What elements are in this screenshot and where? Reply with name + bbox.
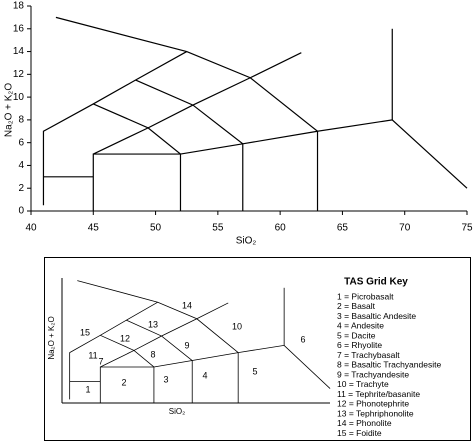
- mini-x-label: SiO₂: [169, 407, 185, 416]
- field-label: 12: [120, 333, 130, 343]
- field-label: 3: [163, 374, 168, 384]
- field-label: 1: [85, 384, 90, 394]
- x-tick-label: 60: [275, 223, 287, 234]
- x-tick-label: 40: [25, 223, 37, 234]
- field-boundary: [92, 130, 318, 211]
- key-item: 15 = Foidite: [337, 428, 382, 438]
- key-title: TAS Grid Key: [344, 277, 408, 288]
- field-label: 9: [184, 340, 189, 350]
- x-tick-label: 45: [88, 223, 100, 234]
- field-boundary: [42, 51, 188, 206]
- key-item: 8 = Basaltic Trachyandesite: [337, 360, 441, 370]
- field-label: 8: [150, 349, 155, 359]
- field-boundary: [69, 301, 158, 400]
- x-tick-label: 50: [150, 223, 162, 234]
- key-item: 7 = Trachybasalt: [337, 350, 400, 360]
- field-label: 7: [98, 356, 103, 366]
- key-item: 5 = Dacite: [337, 330, 376, 340]
- y-tick-label: 2: [18, 183, 24, 194]
- key-item: 3 = Basaltic Andesite: [337, 311, 416, 321]
- y-tick-label: 8: [18, 115, 24, 126]
- key-item: 13 = Tephriphonolite: [337, 408, 414, 418]
- field-boundary: [126, 319, 193, 403]
- y-tick-label: 12: [13, 69, 25, 80]
- key-item: 11 = Tephrite/basanite: [337, 389, 420, 399]
- field-boundary: [93, 103, 182, 211]
- key-box: [44, 257, 471, 441]
- x-tick-label: 55: [212, 223, 224, 234]
- x-tick-label: 70: [399, 223, 411, 234]
- y-tick-label: 18: [13, 1, 25, 12]
- key-item: 12 = Phonotephrite: [337, 399, 409, 409]
- key-item: 14 = Phonolite: [337, 418, 392, 428]
- key-item: 10 = Trachyte: [337, 379, 389, 389]
- key-item: 1 = Picrobasalt: [337, 291, 394, 301]
- field-boundary: [100, 334, 155, 403]
- key-item: 6 = Rhyolite: [337, 340, 382, 350]
- y-tick-label: 0: [18, 206, 24, 217]
- field-label: 15: [80, 327, 90, 337]
- field-boundary: [135, 79, 244, 211]
- field-label: 5: [252, 366, 257, 376]
- field-boundary: [55, 16, 468, 189]
- key-item: 9 = Trachyandesite: [337, 369, 409, 379]
- y-tick-label: 4: [18, 160, 24, 171]
- x-tick-label: 65: [337, 223, 349, 234]
- field-label: 4: [202, 370, 207, 380]
- field-label: 14: [182, 300, 192, 310]
- field-boundary: [77, 280, 331, 389]
- y-tick-label: 14: [13, 46, 25, 57]
- x-axis-label: SiO₂: [236, 236, 257, 247]
- field-label: 2: [121, 377, 126, 387]
- key-item: 2 = Basalt: [337, 301, 376, 311]
- y-tick-label: 16: [13, 23, 25, 34]
- field-label: 6: [300, 334, 305, 344]
- y-axis-label: Na₂O + K₂O: [4, 83, 15, 137]
- field-label: 11: [88, 350, 97, 360]
- mini-y-label: Na₂O + K₂O: [47, 316, 56, 359]
- y-tick-label: 10: [13, 92, 25, 103]
- field-label: 13: [148, 319, 158, 329]
- y-tick-label: 6: [18, 137, 24, 148]
- x-tick-label: 75: [461, 223, 473, 234]
- key-item: 4 = Andesite: [337, 321, 384, 331]
- field-label: 10: [232, 321, 242, 331]
